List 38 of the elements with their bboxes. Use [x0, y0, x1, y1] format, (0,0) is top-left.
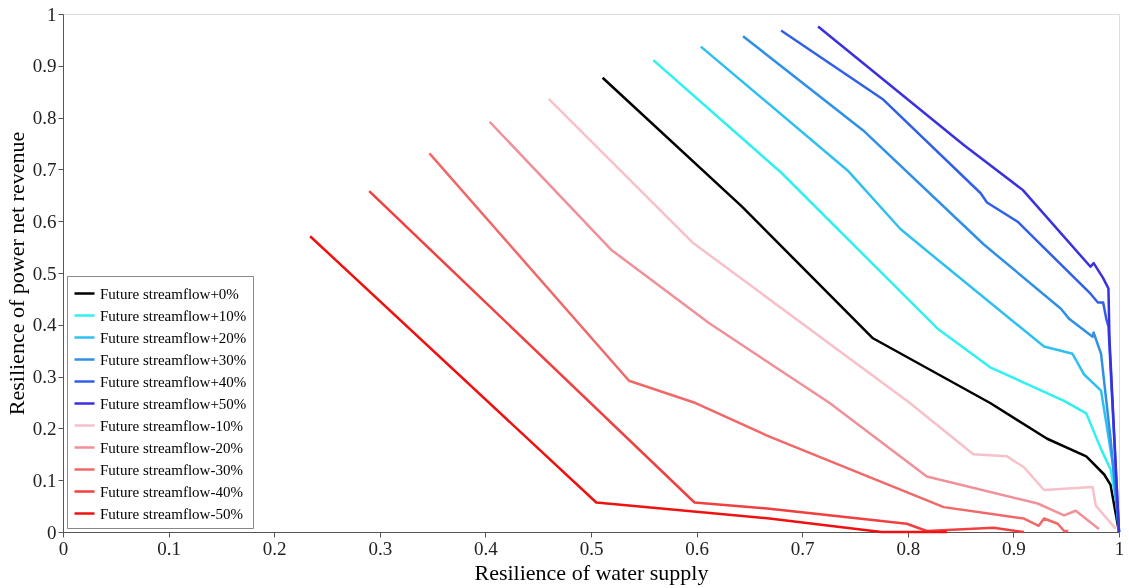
y-tick-label: 0 — [47, 521, 57, 543]
x-tick-label: 0.1 — [157, 537, 181, 559]
y-axis-title: Resilience of power net revenue — [3, 131, 29, 416]
y-tick-label: 0.1 — [32, 469, 57, 491]
y-tick-label: 0.8 — [32, 107, 57, 129]
y-tick-label: 0.2 — [32, 417, 57, 439]
legend-label: Future streamflow+0% — [100, 285, 239, 302]
legend-label: Future streamflow-50% — [100, 505, 243, 522]
x-tick-label: 0.8 — [896, 537, 921, 559]
legend-label: Future streamflow-20% — [100, 439, 243, 456]
line-series — [488, 120, 1101, 531]
x-tick-label: 0.2 — [262, 537, 287, 559]
x-tick-label: 0.5 — [579, 537, 604, 559]
line-series — [367, 189, 1026, 534]
x-tick-label: 0.3 — [368, 537, 393, 559]
y-tick-label: 0.6 — [32, 210, 57, 232]
legend-label: Future streamflow+20% — [100, 329, 247, 346]
y-tick-label: 0.9 — [32, 55, 57, 77]
x-axis-title: Resilience of water supply — [474, 559, 709, 585]
y-tick-label: 0.7 — [32, 158, 57, 180]
legend-label: Future streamflow-40% — [100, 483, 243, 500]
legend-label: Future streamflow+30% — [100, 351, 247, 368]
legend-label: Future streamflow+10% — [100, 307, 247, 324]
x-tick-label: 0.6 — [685, 537, 709, 559]
legend-label: Future streamflow-10% — [100, 417, 243, 434]
line-series — [308, 234, 949, 534]
x-tick-label: 0.7 — [790, 537, 815, 559]
y-tick-label: 0.5 — [32, 262, 57, 284]
x-tick-label: 0.4 — [474, 537, 499, 559]
legend-label: Future streamflow+50% — [100, 395, 247, 412]
legend-label: Future streamflow-30% — [100, 461, 243, 478]
line-series — [428, 152, 1070, 533]
x-tick-label: 0.9 — [1002, 537, 1026, 559]
y-tick-label: 0.3 — [32, 366, 57, 388]
x-tick-label: 1 — [1114, 537, 1125, 559]
y-tick-label: 1 — [47, 3, 57, 25]
legend-label: Future streamflow+40% — [100, 373, 247, 390]
y-tick-label: 0.4 — [32, 314, 57, 336]
